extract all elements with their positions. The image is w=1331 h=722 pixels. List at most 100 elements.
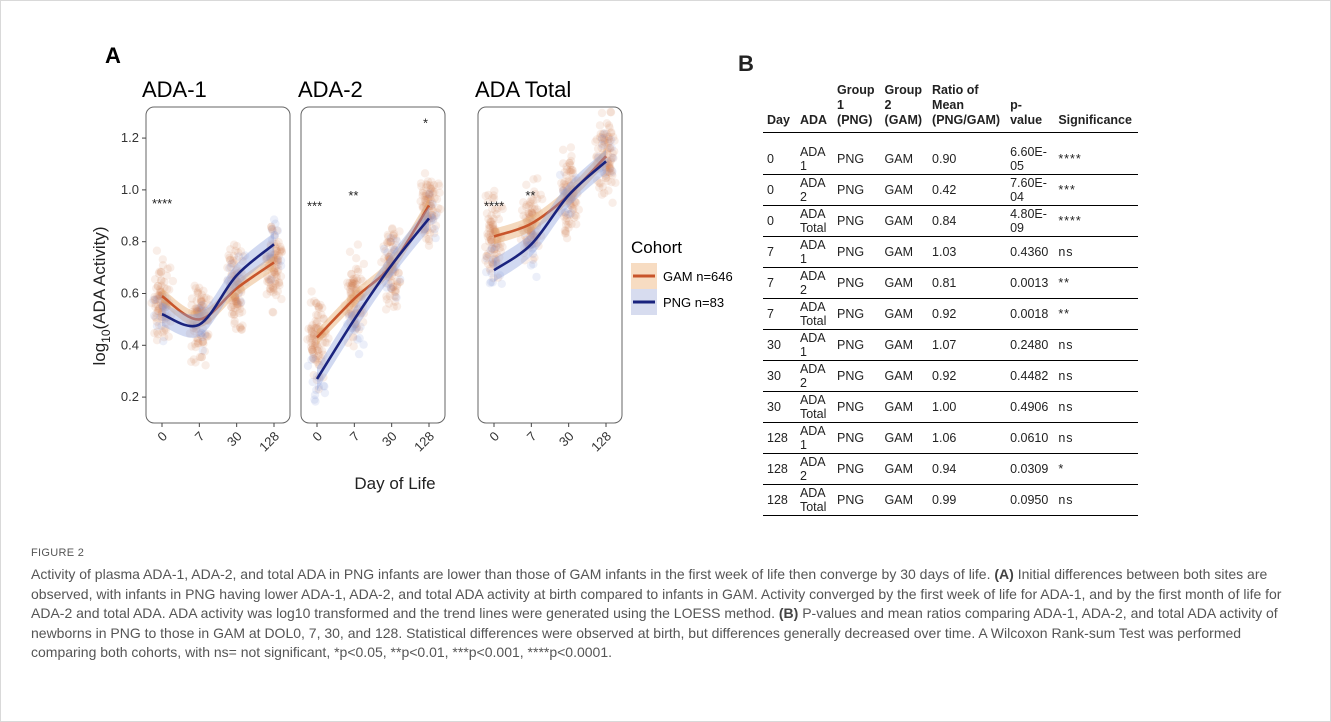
scatter-point (395, 277, 404, 286)
cell-significance: ns (1054, 360, 1138, 392)
cell-ratio: 0.42 (928, 174, 1007, 206)
scatter-point (379, 244, 389, 254)
scatter-point (348, 274, 358, 283)
panel-a-plot: A ADA-1 ADA-2 ADA Total ****0 7 30 128 ****… (90, 43, 733, 493)
scatter-point (157, 281, 166, 290)
scatter-point (311, 339, 320, 348)
scatter-point (314, 302, 324, 312)
scatter-point (266, 284, 275, 294)
scatter-point (568, 205, 577, 215)
scatter-point (200, 347, 209, 356)
scatter-point (428, 224, 437, 233)
scatter-point (482, 267, 491, 277)
scatter-point (488, 259, 498, 268)
scatter-point (561, 228, 570, 237)
scatter-point (269, 265, 279, 275)
scatter-point (599, 168, 608, 177)
scatter-point (308, 347, 317, 356)
scatter-point (155, 296, 164, 306)
cell-ada: ADA 1 (795, 422, 834, 454)
significance-label: ** (348, 188, 358, 203)
scatter-point (571, 198, 580, 207)
scatter-point (305, 334, 315, 343)
scatter-point (608, 167, 617, 176)
scatter-point (311, 337, 320, 346)
facet-adatotal: ******0 7 30 128 (477, 106, 623, 454)
scatter-point (428, 189, 437, 198)
scatter-point (269, 288, 278, 297)
scatter-point (197, 297, 206, 307)
trend-line (315, 217, 431, 380)
scatter-point (271, 253, 280, 262)
y-tick-label: 1.0 (121, 182, 139, 197)
scatter-point (155, 291, 164, 300)
scatter-point (567, 201, 576, 210)
scatter-point (315, 322, 324, 332)
scatter-point (312, 340, 321, 349)
scatter-point (522, 235, 531, 244)
cell-ratio: 0.92 (928, 298, 1007, 330)
scatter-point (271, 264, 280, 273)
scatter-point (389, 234, 398, 243)
scatter-point (605, 161, 614, 170)
scatter-point (228, 259, 237, 268)
scatter-point (564, 223, 573, 232)
scatter-point (311, 353, 321, 362)
cell-pvalue: 0.4906 (1006, 391, 1055, 423)
scatter-point (271, 244, 281, 253)
scatter-point (488, 278, 497, 287)
scatter-point (491, 255, 501, 264)
scatter-point (425, 191, 434, 200)
scatter-point (564, 210, 573, 219)
scatter-point (196, 303, 205, 313)
scatter-point (156, 287, 165, 296)
scatter-point (262, 252, 272, 261)
scatter-point (227, 309, 237, 319)
scatter-point (529, 260, 538, 269)
scatter-point (385, 255, 394, 264)
scatter-point (272, 271, 281, 280)
scatter-point (566, 181, 575, 191)
scatter-point (484, 230, 494, 239)
scatter-point (430, 229, 439, 238)
scatter-point (348, 279, 357, 288)
scatter-point (311, 316, 320, 326)
cell-pvalue: 0.2480 (1006, 329, 1055, 361)
scatter-point (391, 267, 400, 277)
scatter-point (277, 247, 286, 256)
scatter-point (384, 279, 393, 289)
scatter-point (488, 231, 498, 240)
cell-significance: ns (1054, 391, 1138, 423)
scatter-point (596, 179, 605, 188)
scatter-point (389, 229, 399, 239)
scatter-point (538, 195, 547, 204)
scatter-point (565, 210, 575, 219)
scatter-point (605, 159, 614, 169)
scatter-point (359, 340, 368, 349)
scatter-point (528, 230, 538, 240)
scatter-point (526, 226, 535, 236)
cell-group2: GAM (880, 267, 929, 299)
scatter-point (565, 158, 574, 168)
scatter-point (569, 213, 579, 222)
scatter-point (600, 188, 609, 198)
scatter-point (390, 265, 399, 274)
scatter-point (597, 139, 607, 148)
scatter-point (309, 355, 319, 364)
scatter-point (482, 209, 492, 218)
scatter-point (150, 295, 160, 304)
facet-title-ada2: ADA-2 (298, 77, 363, 102)
scatter-point (320, 388, 330, 398)
scatter-point (198, 338, 207, 347)
scatter-point (492, 249, 501, 259)
scatter-point (527, 229, 536, 238)
table-row: 128 ADA 2 PNG GAM 0.94 0.0309 * (763, 453, 1138, 485)
scatter-point (237, 288, 246, 297)
scatter-point (196, 305, 205, 315)
scatter-point (567, 219, 576, 229)
trend-line (493, 160, 607, 272)
scatter-point (352, 284, 361, 293)
x-tick-label: 7 (524, 429, 540, 445)
scatter-point (313, 311, 322, 320)
scatter-point (567, 209, 576, 218)
